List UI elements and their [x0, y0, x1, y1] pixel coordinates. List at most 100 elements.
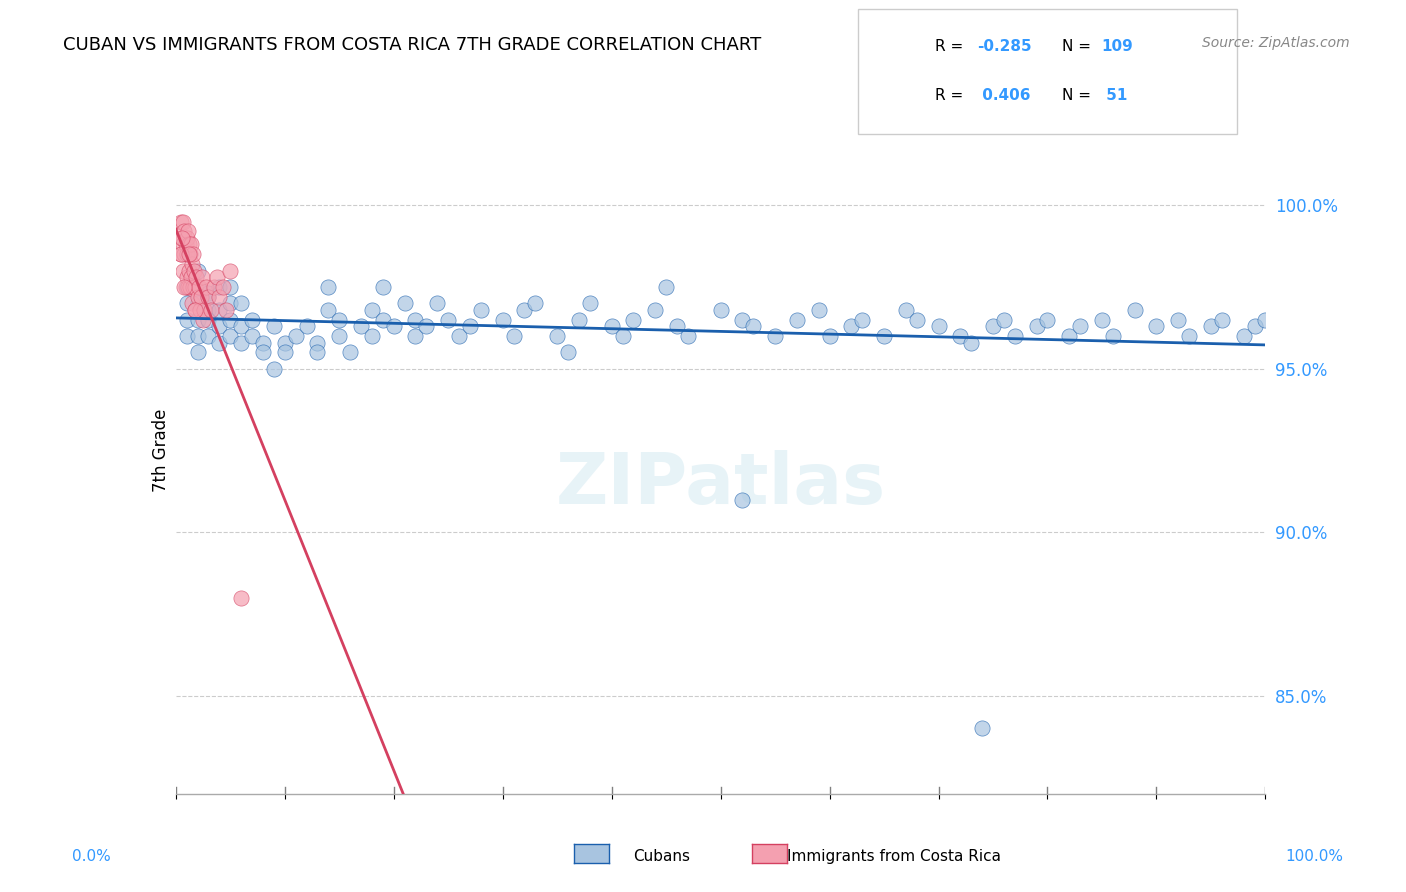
Point [186, 345, 209, 359]
Point [524, 296, 547, 310]
Point [970, 722, 993, 736]
Point [612, 329, 634, 343]
Point [188, 302, 211, 317]
Point [172, 214, 194, 228]
Point [173, 224, 195, 238]
Point [177, 280, 200, 294]
Point [195, 280, 218, 294]
Point [219, 280, 242, 294]
Text: 100.0%: 100.0% [1285, 849, 1344, 863]
Point [181, 280, 204, 294]
Point [173, 247, 195, 261]
Point [600, 319, 623, 334]
Point [174, 280, 197, 294]
Point [208, 290, 231, 304]
Point [179, 247, 201, 261]
Point [170, 247, 193, 261]
Text: 51: 51 [1101, 88, 1128, 103]
Point [1069, 319, 1091, 334]
Point [180, 270, 202, 285]
Point [263, 319, 285, 334]
Point [170, 231, 193, 245]
Point [360, 302, 382, 317]
Point [666, 319, 689, 334]
Point [360, 329, 382, 343]
Point [1057, 329, 1080, 343]
Point [731, 492, 754, 507]
Point [181, 247, 204, 261]
Point [405, 312, 427, 326]
Point [905, 312, 928, 326]
Point [202, 280, 225, 294]
Point [219, 263, 242, 277]
Text: CUBAN VS IMMIGRANTS FROM COSTA RICA 7TH GRADE CORRELATION CHART: CUBAN VS IMMIGRANTS FROM COSTA RICA 7TH … [63, 36, 762, 54]
Point [208, 319, 231, 334]
Point [405, 329, 427, 343]
Point [579, 296, 602, 310]
Point [339, 345, 361, 359]
Point [186, 280, 209, 294]
Point [240, 312, 263, 326]
Point [818, 329, 841, 343]
Point [177, 237, 200, 252]
Text: 0.406: 0.406 [977, 88, 1031, 103]
Point [176, 312, 198, 326]
Point [546, 329, 568, 343]
Point [676, 329, 699, 343]
Point [180, 237, 202, 252]
Point [1144, 319, 1167, 334]
Point [172, 231, 194, 245]
Point [252, 335, 274, 350]
Point [176, 280, 198, 294]
Point [200, 302, 222, 317]
Point [731, 312, 754, 326]
Point [710, 302, 733, 317]
Point [184, 302, 207, 317]
Point [328, 329, 350, 343]
Point [763, 329, 786, 343]
Point [458, 319, 481, 334]
Text: Cubans: Cubans [633, 849, 690, 863]
Text: -0.285: -0.285 [977, 39, 1032, 54]
Point [295, 319, 318, 334]
Point [197, 290, 219, 304]
Point [1025, 319, 1047, 334]
Point [318, 280, 340, 294]
Point [1167, 312, 1189, 326]
Point [1178, 329, 1201, 343]
Point [557, 345, 579, 359]
Point [197, 290, 219, 304]
Point [437, 312, 460, 326]
Text: 0.0%: 0.0% [72, 849, 111, 863]
Point [176, 270, 198, 285]
Point [197, 329, 219, 343]
Point [470, 302, 492, 317]
Point [1091, 312, 1114, 326]
Point [176, 247, 198, 261]
Point [177, 247, 200, 261]
Point [1211, 312, 1233, 326]
Point [993, 312, 1015, 326]
Point [307, 335, 329, 350]
Point [928, 319, 950, 334]
Point [219, 312, 242, 326]
Point [197, 302, 219, 317]
Point [208, 280, 231, 294]
Point [193, 302, 215, 317]
Point [191, 270, 214, 285]
Point [219, 296, 242, 310]
Point [1243, 319, 1265, 334]
Point [186, 312, 209, 326]
Point [215, 302, 238, 317]
Point [513, 302, 536, 317]
Point [786, 312, 808, 326]
Point [219, 329, 242, 343]
Point [371, 280, 394, 294]
Point [1232, 329, 1256, 343]
Point [184, 302, 207, 317]
Point [371, 312, 394, 326]
Point [211, 280, 233, 294]
Point [1123, 302, 1146, 317]
Point [568, 312, 591, 326]
Point [197, 286, 219, 301]
